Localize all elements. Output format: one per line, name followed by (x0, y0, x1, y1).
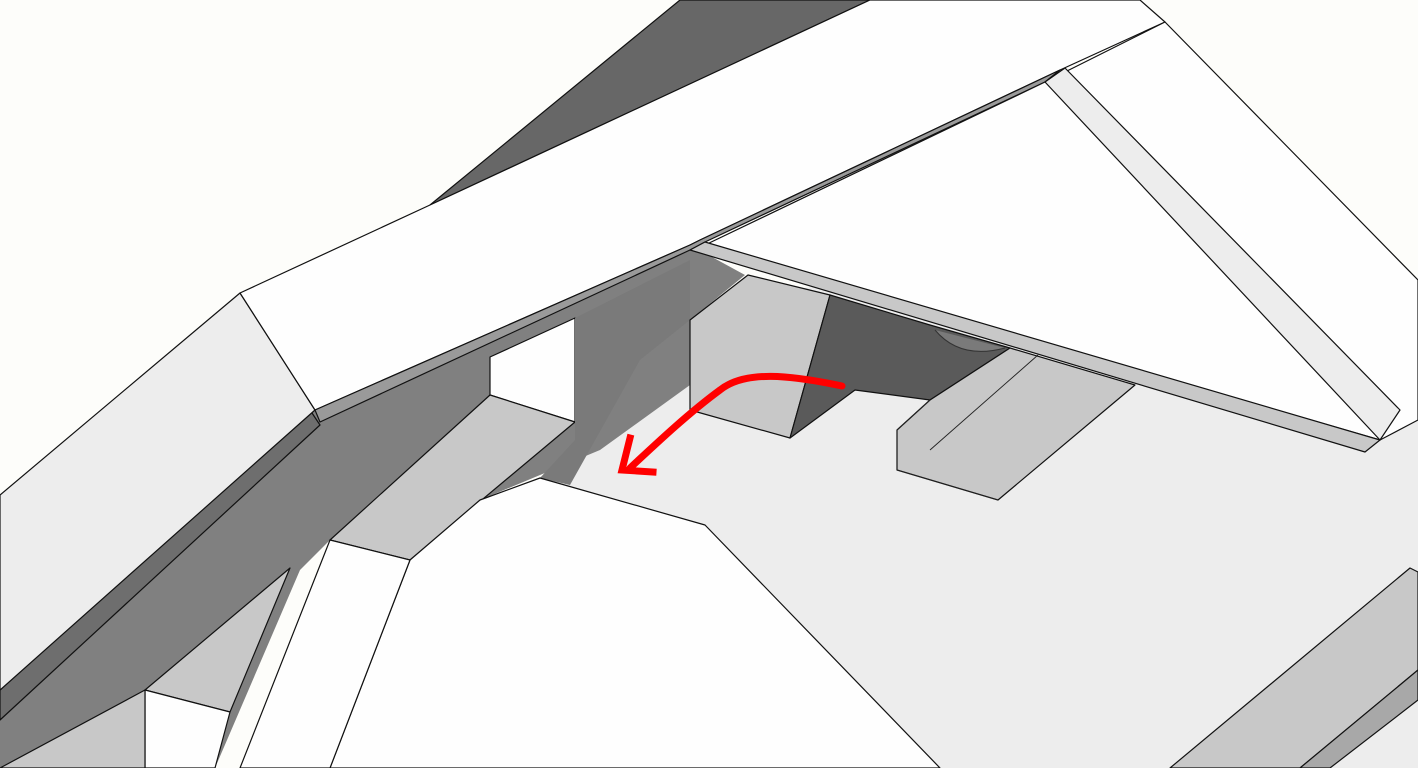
bottom-right-block (1169, 567, 1418, 768)
cavity-curve (934, 329, 1006, 352)
plate-edge-strip (689, 241, 1381, 453)
central-dark-wall (540, 260, 690, 485)
lower-left-rail (0, 689, 146, 768)
lower-left-white-leg (239, 539, 411, 768)
curved-arrow-icon (617, 372, 846, 476)
bottom-right-block-face (1299, 669, 1418, 768)
triangle-diagonal-strip (1044, 67, 1401, 441)
